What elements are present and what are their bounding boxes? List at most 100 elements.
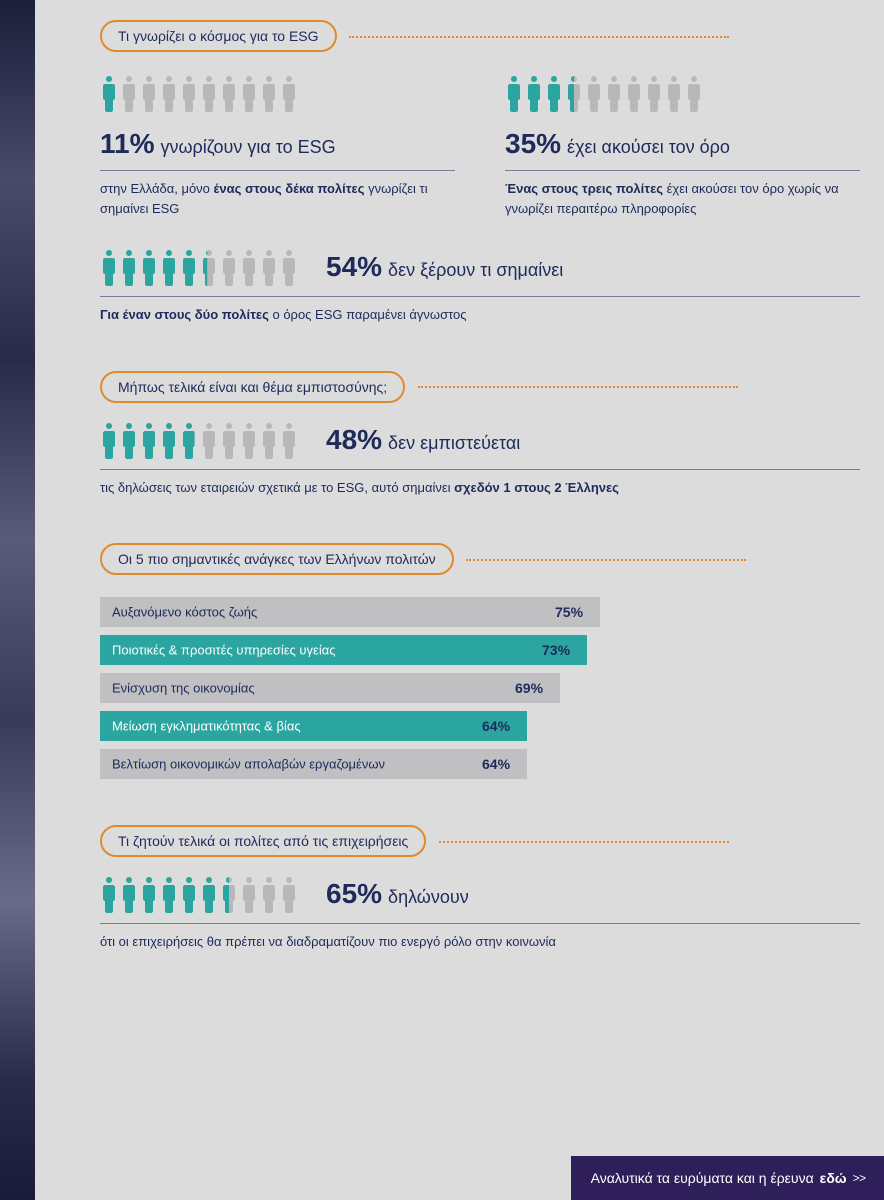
person-icon — [240, 875, 258, 913]
person-icon — [260, 248, 278, 286]
person-icon — [545, 74, 563, 112]
person-icon — [220, 421, 238, 459]
person-icon — [200, 421, 218, 459]
person-icon — [120, 74, 138, 112]
stat-label: δεν ξέρουν τι σημαίνει — [388, 260, 563, 280]
person-icon — [140, 248, 158, 286]
bar-percentage: 75% — [555, 604, 583, 620]
stat-description: ότι οι επιχειρήσεις θα πρέπει να διαδραμ… — [100, 932, 860, 952]
person-icon — [645, 74, 663, 112]
bar-row: Βελτίωση οικονομικών απολαβών εργαζομένω… — [100, 749, 527, 779]
divider — [100, 469, 860, 470]
main-content: Τι γνωρίζει ο κόσμος για το ESG — [100, 20, 860, 952]
person-icon — [220, 248, 238, 286]
person-icon — [200, 875, 218, 913]
stat-label: γνωρίζουν για το ESG — [161, 137, 336, 157]
person-icon — [100, 74, 118, 112]
person-icon — [685, 74, 703, 112]
person-icon — [100, 421, 118, 459]
divider — [100, 170, 455, 171]
stat-percentage: 65% — [326, 878, 382, 909]
stat-65pct: 65% δηλώνουν ότι οι επιχειρήσεις θα πρέπε… — [100, 875, 860, 952]
stat-label: δεν εμπιστεύεται — [388, 433, 520, 453]
person-icon — [260, 875, 278, 913]
bar-percentage: 69% — [515, 680, 543, 696]
person-icon — [200, 74, 218, 112]
person-icon — [280, 248, 298, 286]
bar-label: Μείωση εγκληματικότητας & βίας — [112, 719, 301, 734]
divider — [505, 170, 860, 171]
dotted-line — [349, 36, 729, 38]
person-icon — [120, 875, 138, 913]
person-icon — [100, 248, 118, 286]
person-icon — [220, 875, 238, 913]
people-icons — [100, 248, 298, 286]
person-icon — [260, 421, 278, 459]
bar-row: Ενίσχυση της οικονομίας 69% — [100, 673, 560, 703]
dotted-line — [466, 559, 746, 561]
person-icon — [160, 875, 178, 913]
person-icon — [240, 248, 258, 286]
person-icon — [180, 248, 198, 286]
bar-percentage: 64% — [482, 718, 510, 734]
person-icon — [280, 421, 298, 459]
people-icons — [100, 875, 298, 913]
person-icon — [280, 74, 298, 112]
person-icon — [280, 875, 298, 913]
people-icons — [100, 74, 455, 112]
person-icon — [140, 875, 158, 913]
section-pill: Τι ζητούν τελικά οι πολίτες από τις επιχ… — [100, 825, 426, 857]
section-pill: Οι 5 πιο σημαντικές ανάγκες των Ελλήνων … — [100, 543, 454, 575]
chevron-right-icon: > > — [853, 1171, 864, 1185]
bar-label: Ενίσχυση της οικονομίας — [112, 681, 255, 696]
person-icon — [160, 74, 178, 112]
person-icon — [240, 74, 258, 112]
section-pill: Τι γνωρίζει ο κόσμος για το ESG — [100, 20, 337, 52]
person-icon — [120, 248, 138, 286]
person-icon — [120, 421, 138, 459]
person-icon — [180, 74, 198, 112]
person-icon — [605, 74, 623, 112]
decorative-side-strip — [0, 0, 35, 1200]
person-icon — [180, 421, 198, 459]
people-icons — [100, 421, 298, 459]
stat-percentage: 54% — [326, 251, 382, 282]
bar-row: Μείωση εγκληματικότητας & βίας 64% — [100, 711, 527, 741]
person-icon — [525, 74, 543, 112]
person-icon — [100, 875, 118, 913]
person-icon — [180, 875, 198, 913]
person-icon — [140, 421, 158, 459]
person-icon — [565, 74, 583, 112]
section-esg-knowledge: Τι γνωρίζει ο κόσμος για το ESG — [100, 20, 860, 325]
stat-11pct: 11%γνωρίζουν για το ESG στην Ελλάδα, μόν… — [100, 56, 455, 218]
dotted-line — [439, 841, 729, 843]
stat-54pct: 54% δεν ξέρουν τι σημαίνει Για έναν στους… — [100, 248, 860, 325]
section-needs: Οι 5 πιο σημαντικές ανάγκες των Ελλήνων … — [100, 543, 860, 779]
bar-label: Ποιοτικές & προσιτές υπηρεσίες υγείας — [112, 643, 336, 658]
needs-bar-chart: Αυξανόμενο κόστος ζωής 75% Ποιοτικές & π… — [100, 597, 860, 779]
person-icon — [140, 74, 158, 112]
person-icon — [240, 421, 258, 459]
bar-row: Ποιοτικές & προσιτές υπηρεσίες υγείας 73… — [100, 635, 587, 665]
person-icon — [505, 74, 523, 112]
stat-percentage: 35% — [505, 128, 561, 159]
footer-link[interactable]: Αναλυτικά τα ευρύματα και η έρευνα εδώ >… — [571, 1156, 884, 1200]
footer-link-label: εδώ — [820, 1170, 847, 1186]
stat-48pct: 48%δεν εμπιστεύεται τις δηλώσεις των ετα… — [100, 421, 860, 498]
section-business: Τι ζητούν τελικά οι πολίτες από τις επιχ… — [100, 825, 860, 952]
stat-label: δηλώνουν — [388, 887, 469, 907]
stat-description: Ένας στους τρεις πολίτες έχει ακούσει το… — [505, 179, 860, 218]
section-pill: Μήπως τελικά είναι και θέμα εμπιστοσύνης… — [100, 371, 405, 403]
person-icon — [160, 421, 178, 459]
stat-description: Για έναν στους δύο πολίτες ο όρος ESG πα… — [100, 305, 860, 325]
person-icon — [585, 74, 603, 112]
stat-percentage: 48% — [326, 424, 382, 455]
dotted-line — [418, 386, 738, 388]
divider — [100, 923, 860, 924]
stat-label: έχει ακούσει τον όρο — [567, 137, 730, 157]
bar-row: Αυξανόμενο κόστος ζωής 75% — [100, 597, 600, 627]
footer-text: Αναλυτικά τα ευρύματα και η έρευνα — [591, 1170, 814, 1186]
people-icons — [505, 74, 860, 112]
person-icon — [625, 74, 643, 112]
section-trust: Μήπως τελικά είναι και θέμα εμπιστοσύνης… — [100, 371, 860, 498]
